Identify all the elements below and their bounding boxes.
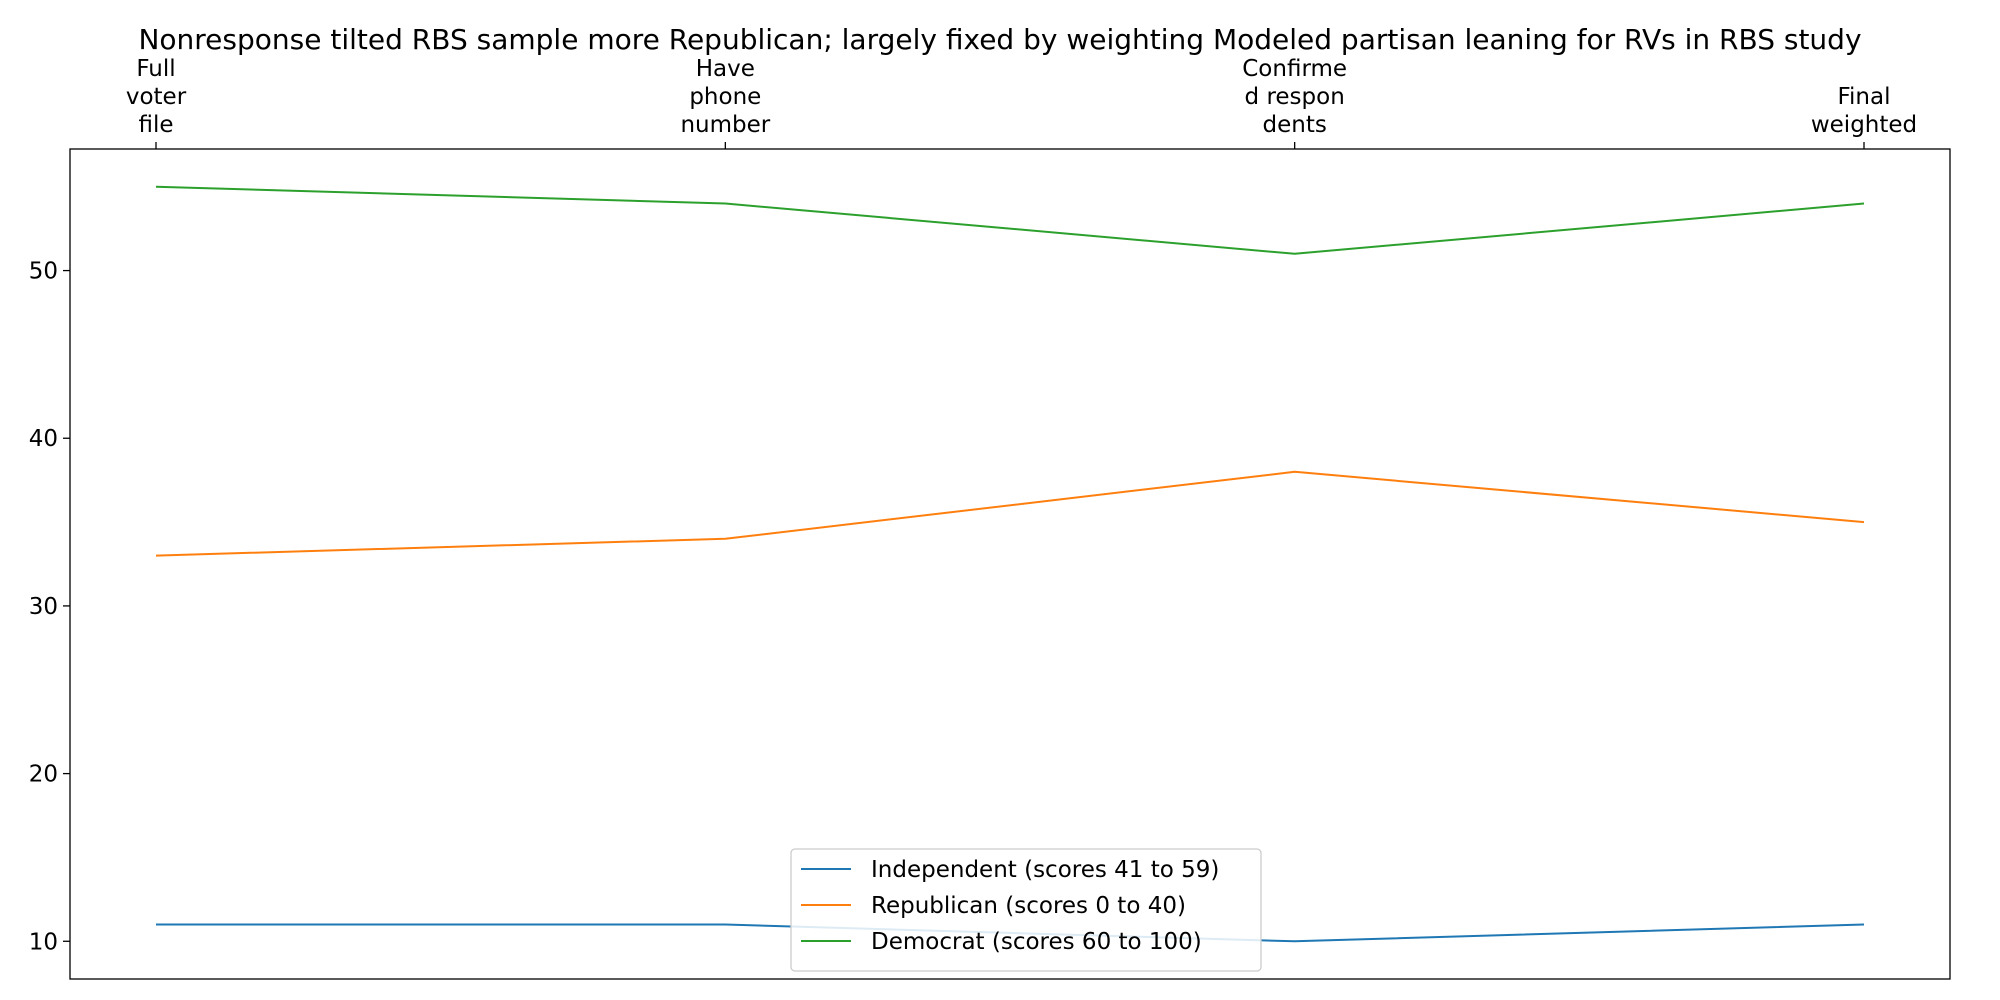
plot-area-frame	[69, 148, 1951, 980]
x-tick-label: file	[138, 112, 173, 138]
x-tick-label: phone	[689, 84, 761, 110]
y-axis: 10 20 30 40 50	[29, 259, 70, 955]
x-tick-label: Final	[1837, 84, 1890, 110]
y-tick-label: 50	[29, 259, 58, 285]
x-tick-label: Full	[136, 56, 175, 82]
legend-entry-label: Independent (scores 41 to 59)	[871, 857, 1219, 883]
x-tick-label: voter	[126, 84, 187, 110]
x-tick-label: Confirme	[1242, 56, 1347, 82]
y-tick-label: 40	[29, 426, 58, 452]
x-tick-label: number	[680, 112, 770, 138]
legend-entry-label: Republican (scores 0 to 40)	[871, 893, 1186, 919]
series-line-2	[155, 470, 1865, 557]
chart-title: Nonresponse tilted RBS sample more Repub…	[138, 23, 1861, 56]
x-tick-label: Have	[696, 56, 755, 82]
x-tick-label: weighted	[1811, 112, 1917, 138]
x-tick-label: dents	[1263, 112, 1327, 138]
series-lines	[155, 185, 1865, 943]
legend-box	[790, 848, 1262, 972]
y-tick-label: 10	[29, 929, 58, 955]
y-tick-label: 20	[29, 762, 58, 788]
legend-entry-label: Democrat (scores 60 to 100)	[871, 929, 1202, 955]
y-tick-label: 30	[29, 594, 58, 620]
series-line-3	[155, 185, 1865, 255]
legend: Independent (scores 41 to 59) Republican …	[790, 848, 1262, 972]
x-tick-label: d respon	[1245, 84, 1345, 110]
